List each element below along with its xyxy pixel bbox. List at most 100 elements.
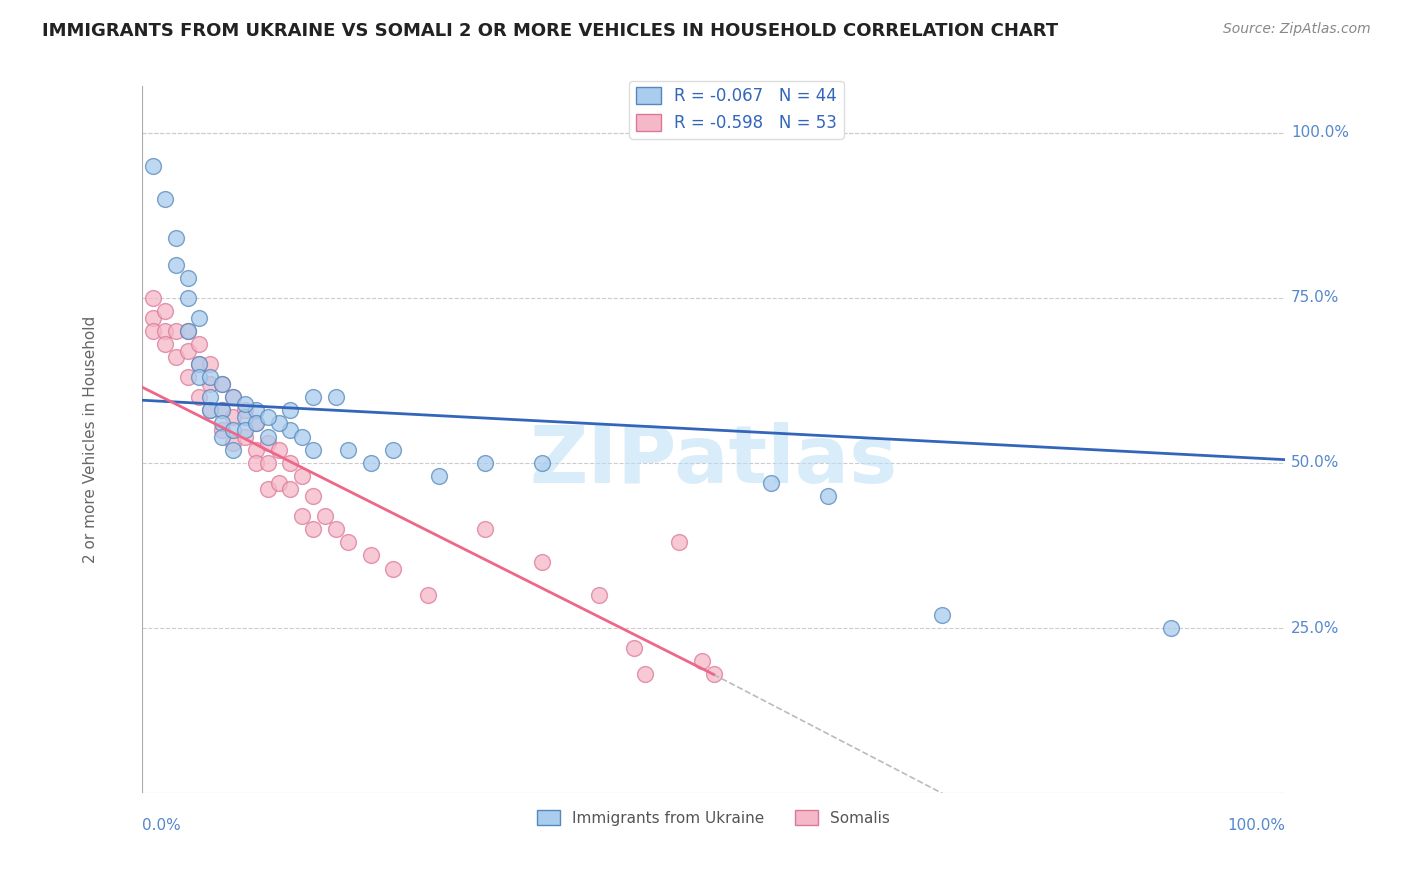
Point bbox=[188, 357, 211, 371]
Text: 75.0%: 75.0% bbox=[1291, 290, 1340, 305]
Point bbox=[474, 456, 496, 470]
Point bbox=[267, 417, 290, 431]
Point bbox=[256, 456, 278, 470]
Point bbox=[153, 324, 176, 338]
Point bbox=[325, 390, 347, 404]
Point bbox=[233, 423, 256, 437]
Point bbox=[211, 403, 233, 417]
Point bbox=[200, 403, 222, 417]
Point bbox=[336, 535, 359, 549]
Point bbox=[668, 535, 690, 549]
Point bbox=[634, 667, 657, 681]
Point bbox=[211, 429, 233, 443]
Point bbox=[360, 456, 382, 470]
Text: IMMIGRANTS FROM UKRAINE VS SOMALI 2 OR MORE VEHICLES IN HOUSEHOLD CORRELATION CH: IMMIGRANTS FROM UKRAINE VS SOMALI 2 OR M… bbox=[42, 22, 1059, 40]
Point bbox=[302, 522, 325, 536]
Point bbox=[531, 555, 554, 569]
Text: 25.0%: 25.0% bbox=[1291, 621, 1340, 636]
Point bbox=[336, 442, 359, 457]
Point bbox=[256, 436, 278, 450]
Point bbox=[314, 508, 336, 523]
Point bbox=[176, 324, 198, 338]
Point bbox=[325, 522, 347, 536]
Point bbox=[200, 376, 222, 391]
Point bbox=[817, 489, 839, 503]
Point bbox=[176, 291, 198, 305]
Point bbox=[176, 343, 198, 358]
Text: 50.0%: 50.0% bbox=[1291, 456, 1340, 470]
Point bbox=[531, 456, 554, 470]
Point bbox=[256, 409, 278, 424]
Point bbox=[200, 390, 222, 404]
Point bbox=[360, 549, 382, 563]
Point bbox=[256, 429, 278, 443]
Point bbox=[245, 417, 267, 431]
Point bbox=[245, 417, 267, 431]
Point bbox=[165, 231, 187, 245]
Text: 100.0%: 100.0% bbox=[1291, 125, 1350, 140]
Point bbox=[142, 310, 165, 325]
Point bbox=[153, 304, 176, 318]
Point bbox=[188, 310, 211, 325]
Point bbox=[153, 337, 176, 351]
Point bbox=[759, 475, 782, 490]
Point bbox=[153, 192, 176, 206]
Point bbox=[291, 469, 314, 483]
Point bbox=[165, 351, 187, 365]
Point bbox=[222, 409, 245, 424]
Text: ZIPatlas: ZIPatlas bbox=[530, 422, 897, 500]
Point bbox=[200, 370, 222, 384]
Point bbox=[302, 442, 325, 457]
Point bbox=[703, 667, 725, 681]
Point bbox=[233, 429, 256, 443]
Point bbox=[188, 370, 211, 384]
Point bbox=[222, 390, 245, 404]
Point bbox=[690, 654, 713, 668]
Point bbox=[302, 489, 325, 503]
Point bbox=[233, 403, 256, 417]
Point bbox=[280, 456, 302, 470]
Point bbox=[165, 258, 187, 272]
Point bbox=[176, 271, 198, 285]
Point bbox=[245, 403, 267, 417]
Point bbox=[291, 429, 314, 443]
Point bbox=[211, 376, 233, 391]
Point bbox=[382, 562, 405, 576]
Point bbox=[211, 376, 233, 391]
Point bbox=[222, 442, 245, 457]
Point bbox=[474, 522, 496, 536]
Text: Source: ZipAtlas.com: Source: ZipAtlas.com bbox=[1223, 22, 1371, 37]
Point bbox=[222, 390, 245, 404]
Point bbox=[416, 588, 439, 602]
Point bbox=[245, 442, 267, 457]
Point bbox=[280, 483, 302, 497]
Point bbox=[291, 508, 314, 523]
Point bbox=[588, 588, 610, 602]
Point bbox=[623, 640, 645, 655]
Point bbox=[165, 324, 187, 338]
Point bbox=[267, 475, 290, 490]
Point bbox=[382, 442, 405, 457]
Point bbox=[267, 442, 290, 457]
Point bbox=[200, 403, 222, 417]
Point bbox=[233, 409, 256, 424]
Point bbox=[142, 159, 165, 173]
Point bbox=[200, 357, 222, 371]
Text: 100.0%: 100.0% bbox=[1227, 818, 1285, 833]
Point bbox=[427, 469, 450, 483]
Point bbox=[931, 607, 953, 622]
Point bbox=[302, 390, 325, 404]
Point bbox=[188, 357, 211, 371]
Text: 2 or more Vehicles in Household: 2 or more Vehicles in Household bbox=[83, 317, 98, 564]
Point bbox=[280, 423, 302, 437]
Point bbox=[211, 417, 233, 431]
Point bbox=[222, 423, 245, 437]
Text: 0.0%: 0.0% bbox=[142, 818, 180, 833]
Legend: Immigrants from Ukraine, Somalis: Immigrants from Ukraine, Somalis bbox=[531, 804, 896, 831]
Point bbox=[222, 436, 245, 450]
Point bbox=[233, 396, 256, 410]
Point bbox=[256, 483, 278, 497]
Point bbox=[1160, 621, 1182, 635]
Point bbox=[142, 324, 165, 338]
Point bbox=[142, 291, 165, 305]
